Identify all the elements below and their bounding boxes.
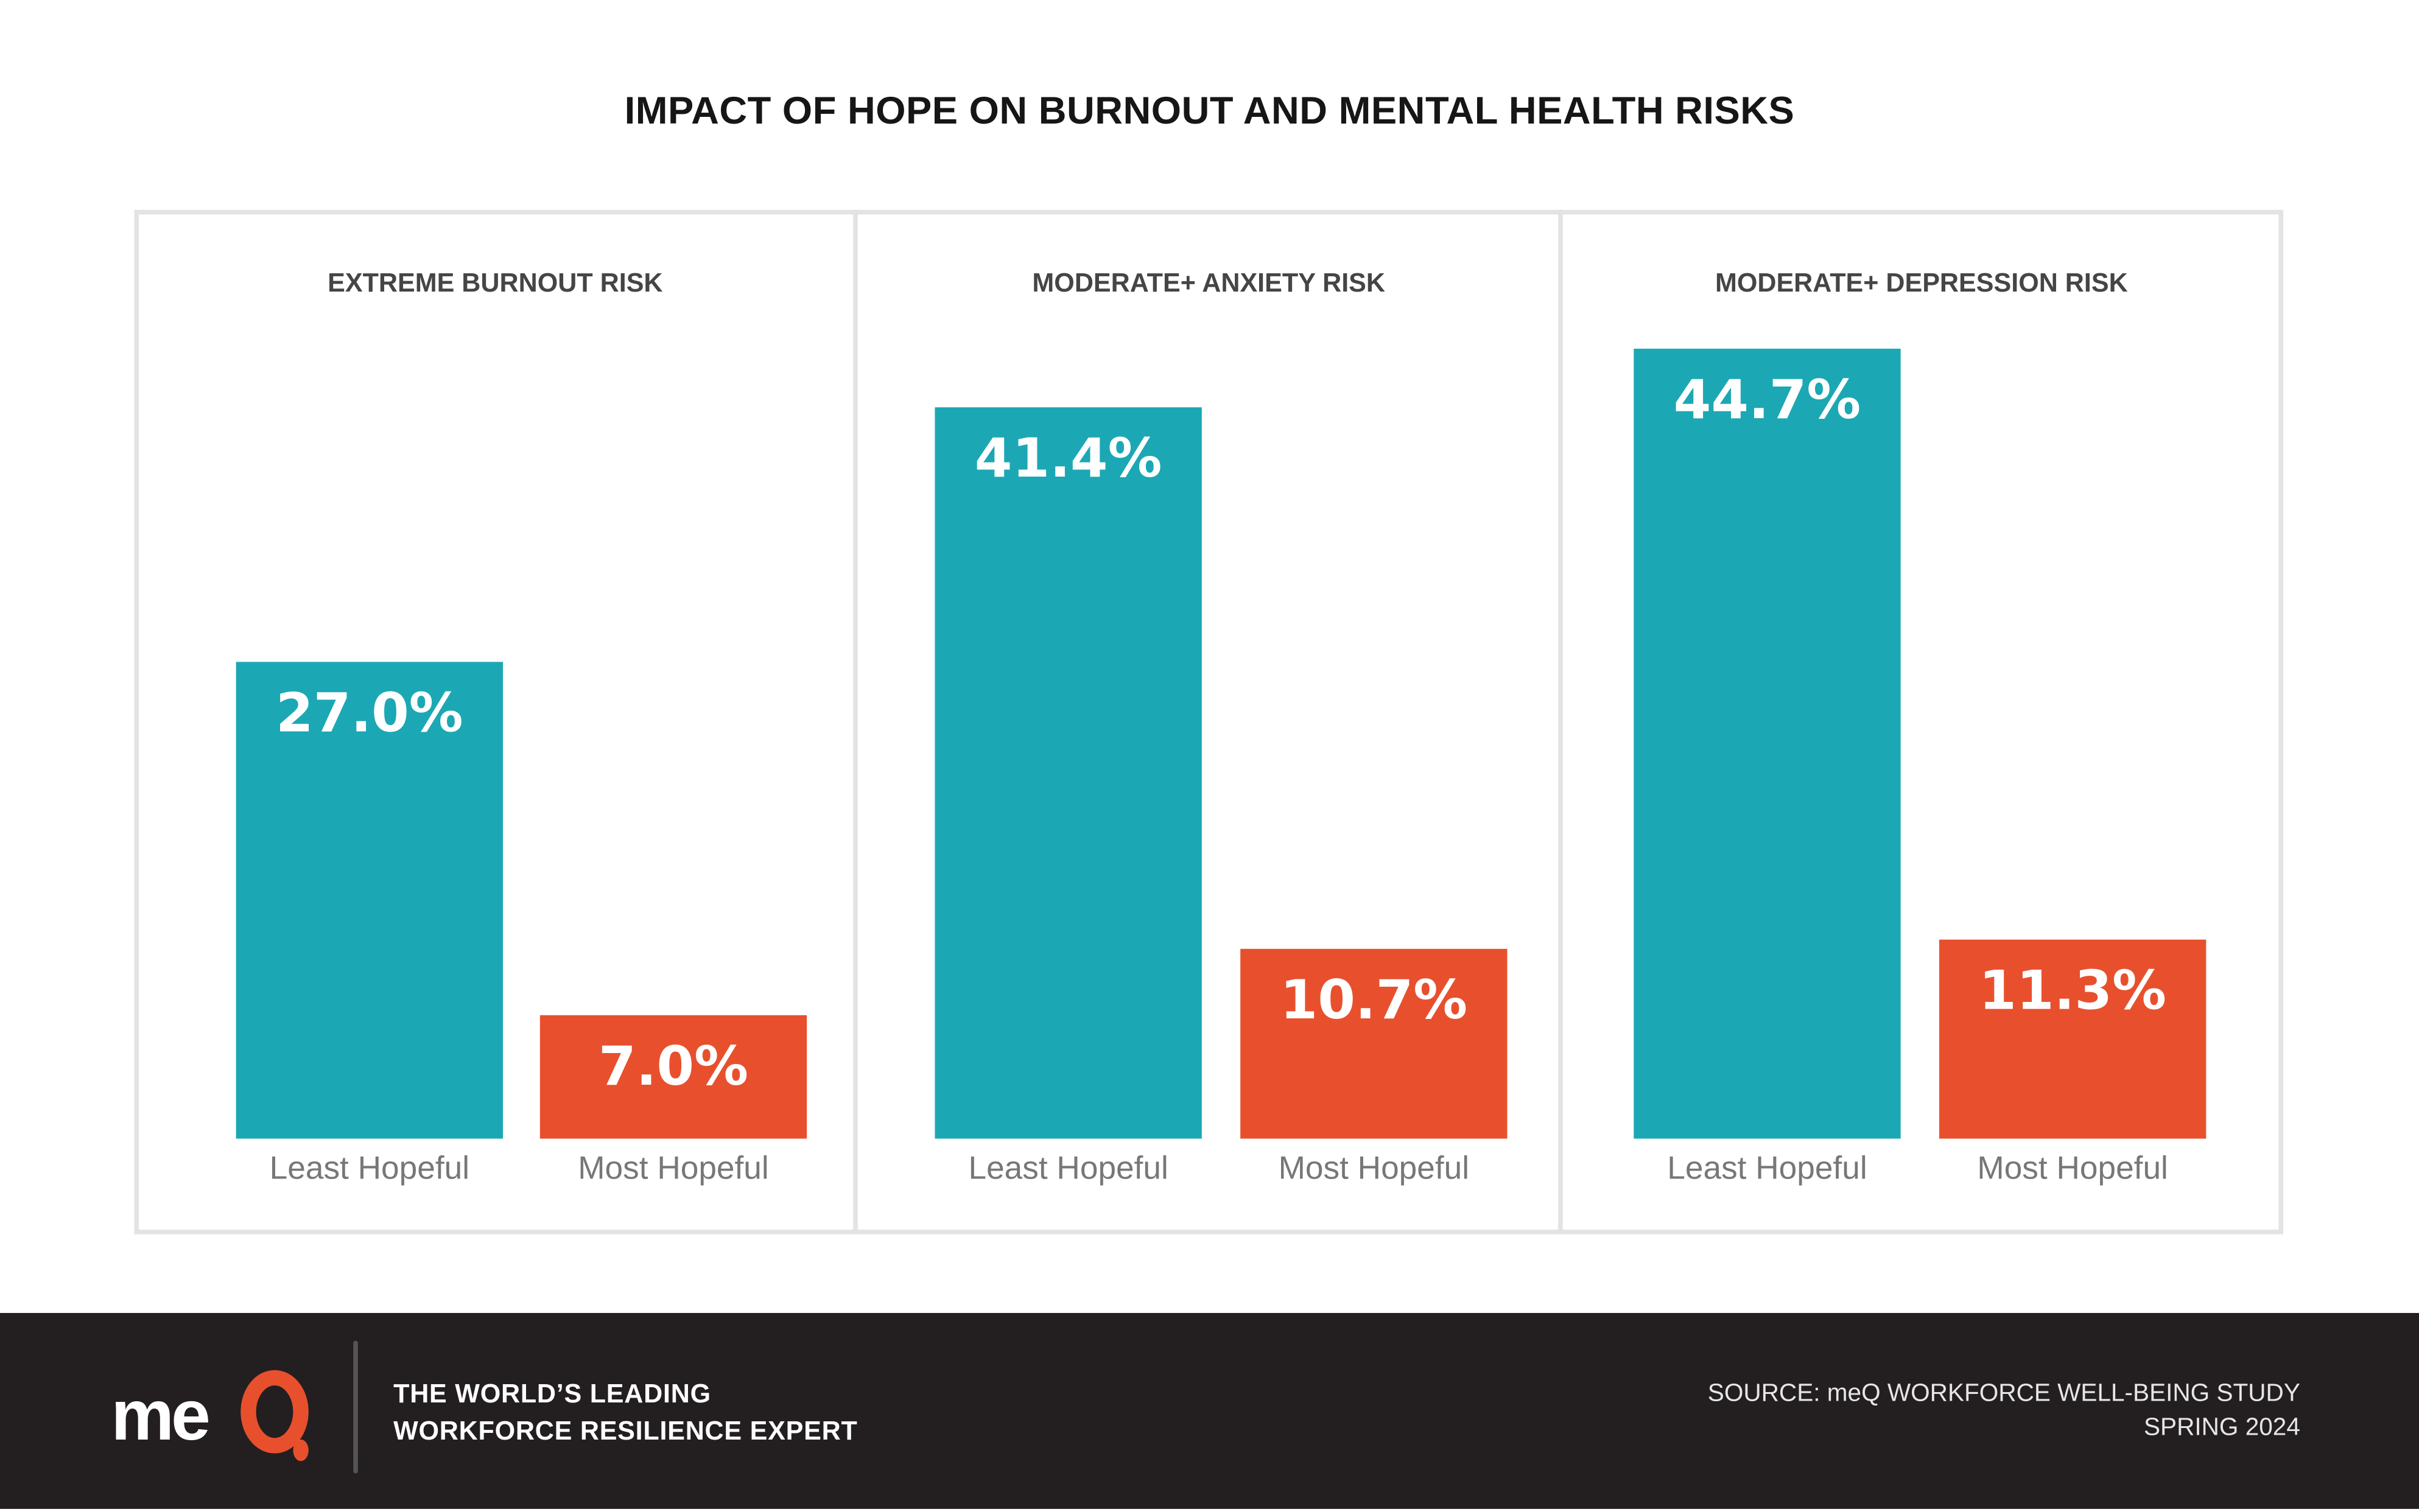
x-tick-label: Most Hopeful xyxy=(1278,1150,1470,1187)
x-tick-label: Least Hopeful xyxy=(1667,1150,1867,1187)
svg-text:me: me xyxy=(111,1375,208,1455)
bar-most-hopeful: 7.0% xyxy=(539,1015,807,1139)
panel-title: MODERATE+ DEPRESSION RISK xyxy=(1715,268,2128,298)
panel-title: MODERATE+ ANXIETY RISK xyxy=(1032,268,1386,298)
data-label: 44.7% xyxy=(1673,370,1861,433)
meq-logo: me xyxy=(111,1370,309,1461)
bar-most-hopeful: 10.7% xyxy=(1240,950,1508,1139)
source-line-2: SPRING 2024 xyxy=(2143,1415,2300,1441)
x-tick-label: Most Hopeful xyxy=(1977,1150,2168,1187)
bar-most-hopeful: 11.3% xyxy=(1939,939,2207,1139)
data-label: 41.4% xyxy=(974,429,1162,491)
panel-divider xyxy=(1558,209,1563,1234)
x-tick-label: Most Hopeful xyxy=(578,1150,769,1187)
data-label: 11.3% xyxy=(1979,961,2167,1023)
data-label: 7.0% xyxy=(598,1036,748,1099)
bar-least-hopeful: 44.7% xyxy=(1634,349,1901,1139)
bar-least-hopeful: 27.0% xyxy=(236,661,504,1139)
chart-title: IMPACT OF HOPE ON BURNOUT AND MENTAL HEA… xyxy=(624,89,1795,133)
x-tick-label: Least Hopeful xyxy=(269,1150,470,1187)
data-label: 10.7% xyxy=(1280,971,1468,1033)
footer-divider xyxy=(353,1340,358,1474)
bar-least-hopeful: 41.4% xyxy=(935,407,1202,1139)
panel-title: EXTREME BURNOUT RISK xyxy=(328,268,663,298)
panel-divider xyxy=(853,209,858,1234)
footer: me THE WORLD’S LEADING WORKFORCE RESILIE… xyxy=(0,1313,2419,1509)
panels-frame xyxy=(134,209,2284,1234)
x-tick-label: Least Hopeful xyxy=(968,1150,1168,1187)
tagline-line-1: THE WORLD’S LEADING xyxy=(393,1379,711,1409)
data-label: 27.0% xyxy=(275,683,463,745)
source-line-1: SOURCE: meQ WORKFORCE WELL-BEING STUDY xyxy=(1707,1381,2300,1407)
tagline-line-2: WORKFORCE RESILIENCE EXPERT xyxy=(393,1416,858,1446)
